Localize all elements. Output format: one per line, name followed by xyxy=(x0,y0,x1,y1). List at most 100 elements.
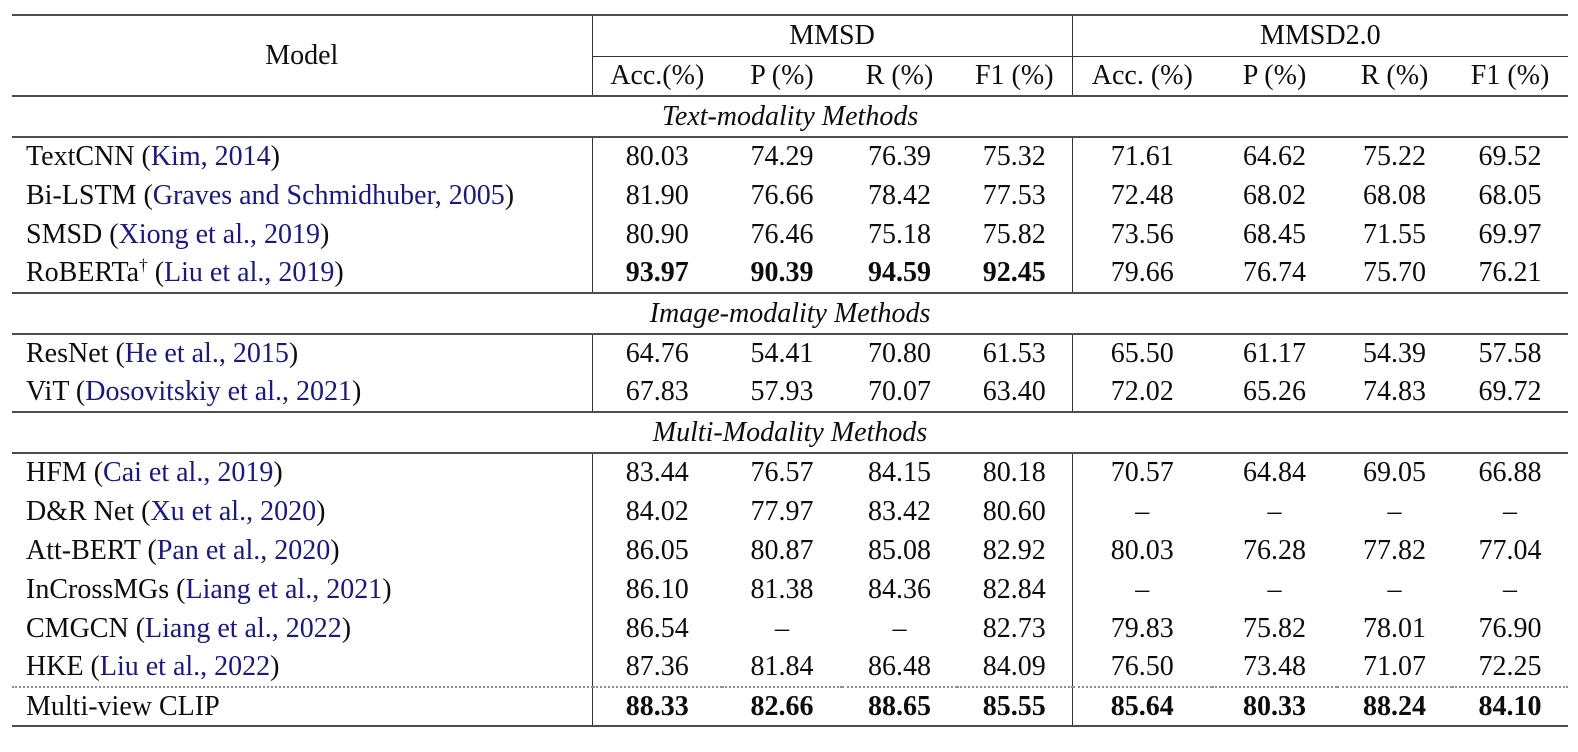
citation-link[interactable]: He et al., 2015 xyxy=(124,338,289,369)
section-title: Image-modality Methods xyxy=(12,292,1569,335)
metric-cell: 84.36 xyxy=(868,573,931,605)
metric-cell: 88.24 xyxy=(1337,686,1453,727)
metric-cell: 81.38 xyxy=(750,573,814,605)
metric-cell: 83.42 xyxy=(868,495,931,527)
citation-link[interactable]: Dosovitskiy et al., 2021 xyxy=(85,376,353,407)
metric-cell: 72.02 xyxy=(1071,373,1213,412)
model-cell: Multi-view CLIP xyxy=(12,686,592,727)
metric-cell: 86.10 xyxy=(591,570,722,609)
metric-cell: 64.62 xyxy=(1243,141,1307,172)
metric-cell: 77.04 xyxy=(1478,534,1542,566)
citation-link[interactable]: Liu et al., 2019 xyxy=(164,257,335,288)
metric-cell: 64.76 xyxy=(591,334,722,373)
citation-link[interactable]: Xiong et al., 2019 xyxy=(118,218,321,250)
metric-cell: – xyxy=(1387,573,1402,605)
metric-cell: 84.10 xyxy=(1452,686,1569,727)
metric-cell: 93.97 xyxy=(591,254,722,293)
paren-open: ( xyxy=(136,179,153,211)
model-cell: D&R Net (Xu et al., 2020) xyxy=(12,492,592,531)
metric-cell: 80.03 xyxy=(1071,531,1213,570)
table-row: Bi-LSTM (Graves and Schmidhuber, 2005) 81… xyxy=(12,176,1568,215)
metric-cell: 81.84 xyxy=(750,651,814,682)
model-cell: SMSD (Xiong et al., 2019) xyxy=(12,215,592,254)
paren-open: ( xyxy=(140,534,157,566)
metric-cell: 80.33 xyxy=(1212,686,1338,727)
metric-cell: 70.57 xyxy=(1071,453,1213,492)
table-row: HFM (Cai et al., 2019) 83.44 76.57 84.15 80.… xyxy=(12,453,1568,492)
section-title: Text-modality Methods xyxy=(12,95,1569,138)
table-row: ResNet (He et al., 2015) 64.76 54.41 70.80 6… xyxy=(12,334,1568,373)
citation-link[interactable]: Liang et al., 2022 xyxy=(145,612,342,644)
citation-link[interactable]: Pan et al., 2020 xyxy=(156,534,331,566)
metric-cell: 68.05 xyxy=(1478,179,1542,211)
metric-cell: – xyxy=(1267,573,1282,605)
model-name: InCrossMGs xyxy=(26,573,170,605)
model-name: HKE xyxy=(26,651,84,682)
paren-close: ) xyxy=(288,338,299,369)
citation-link[interactable]: Cai et al., 2019 xyxy=(103,457,274,488)
metric-cell: 76.74 xyxy=(1243,257,1307,288)
metric-cell: 65.26 xyxy=(1243,376,1307,407)
metric-cell: 68.45 xyxy=(1243,218,1307,250)
paren-close: ) xyxy=(273,457,283,488)
metric-header-f1: F1 (%) xyxy=(1452,56,1569,97)
model-cell: Bi-LSTM (Graves and Schmidhuber, 2005) xyxy=(12,176,592,215)
metric-header-r: R (%) xyxy=(1337,56,1453,97)
metric-cell: – xyxy=(1071,570,1213,609)
metric-cell: 81.90 xyxy=(591,176,722,215)
table-row: D&R Net (Xu et al., 2020) 84.02 77.97 83.42… xyxy=(12,492,1568,531)
metric-cell: – xyxy=(1503,573,1518,605)
metric-cell: 61.53 xyxy=(982,338,1046,369)
metric-cell: 70.07 xyxy=(868,376,931,407)
citation-link[interactable]: Liang et al., 2021 xyxy=(185,573,383,605)
citation-link[interactable]: Kim, 2014 xyxy=(150,141,271,172)
paren-open: ( xyxy=(68,376,86,407)
metric-cell: 85.08 xyxy=(868,534,931,566)
metric-cell: 77.82 xyxy=(1363,534,1427,566)
metric-cell: – xyxy=(892,612,907,644)
metric-cell: 94.59 xyxy=(868,257,931,288)
metric-cell: 83.44 xyxy=(591,453,722,492)
metric-cell: 76.57 xyxy=(750,457,814,488)
metric-cell: 82.66 xyxy=(722,686,842,727)
metric-cell: – xyxy=(1267,495,1282,527)
paren-close: ) xyxy=(504,179,515,211)
citation-link[interactable]: Graves and Schmidhuber, 2005 xyxy=(152,179,505,211)
paren-close: ) xyxy=(341,612,352,644)
metric-cell: 79.83 xyxy=(1071,609,1213,648)
paren-close: ) xyxy=(352,376,362,407)
paren-open: ( xyxy=(134,495,151,527)
model-column-header: Model xyxy=(12,14,592,97)
group-header-mmsd: MMSD xyxy=(591,14,1073,57)
metric-cell: – xyxy=(1387,495,1402,527)
metric-cell: 85.64 xyxy=(1071,686,1213,727)
model-name: SMSD xyxy=(26,218,103,250)
metric-cell: 69.72 xyxy=(1478,376,1542,407)
model-cell: CMGCN (Liang et al., 2022) xyxy=(12,609,592,648)
metric-cell: 76.21 xyxy=(1478,257,1542,288)
metric-cell: 80.18 xyxy=(982,457,1046,488)
citation-link[interactable]: Xu et al., 2020 xyxy=(150,495,317,527)
paren-open: ( xyxy=(86,457,104,488)
metric-cell: 76.90 xyxy=(1478,612,1542,644)
metric-cell: 74.83 xyxy=(1363,376,1427,407)
metric-cell: 90.39 xyxy=(750,257,814,288)
metric-cell: 79.66 xyxy=(1071,254,1213,293)
metric-cell: 80.90 xyxy=(591,215,722,254)
metric-header-acc: Acc. (%) xyxy=(1071,56,1213,97)
metric-cell: 75.32 xyxy=(982,141,1046,172)
model-cell: ResNet (He et al., 2015) xyxy=(12,334,592,373)
metric-cell: 80.03 xyxy=(591,137,722,176)
metric-cell: 75.82 xyxy=(1243,612,1307,644)
metric-cell: 75.70 xyxy=(1363,257,1427,288)
citation-link[interactable]: Liu et al., 2022 xyxy=(99,651,271,682)
metric-cell: 57.58 xyxy=(1478,338,1542,369)
metric-cell: 72.48 xyxy=(1071,176,1213,215)
paren-open: ( xyxy=(134,141,151,172)
metric-cell: 75.22 xyxy=(1363,141,1427,172)
table-row: ViT (Dosovitskiy et al., 2021) 67.83 57.93… xyxy=(12,373,1568,412)
model-name: TextCNN xyxy=(26,141,135,172)
model-cell: RoBERTa† (Liu et al., 2019) xyxy=(12,254,592,293)
paper-page: { "colors": { "citation_blue": "#18188c"… xyxy=(0,14,1578,752)
metric-cell: 86.48 xyxy=(868,651,931,682)
